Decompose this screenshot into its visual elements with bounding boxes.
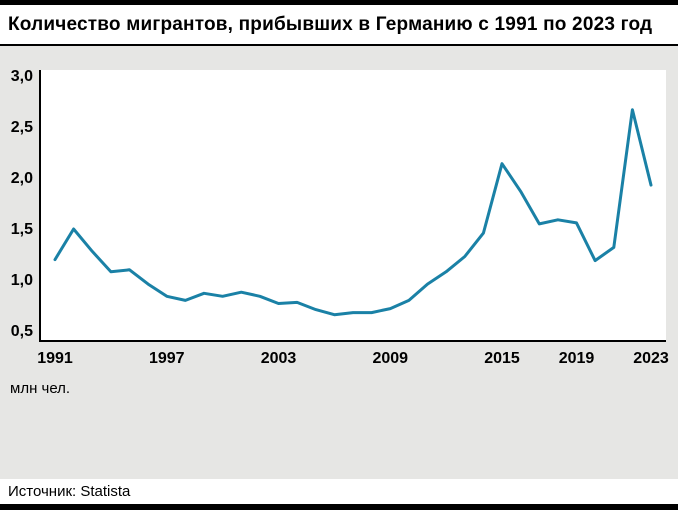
axis-lines bbox=[39, 70, 666, 342]
x-tick-label: 2009 bbox=[372, 350, 408, 367]
y-tick-label: 1,0 bbox=[11, 272, 33, 289]
top-black-bar bbox=[0, 0, 678, 5]
x-tick-label: 2015 bbox=[484, 350, 520, 367]
chart-title: Количество мигрантов, прибывших в Герман… bbox=[8, 13, 653, 35]
x-tick-label: 1991 bbox=[37, 350, 73, 367]
plot-background bbox=[40, 70, 666, 341]
y-axis-unit-label: млн чел. bbox=[10, 380, 70, 397]
x-tick-label: 1997 bbox=[149, 350, 185, 367]
y-tick-label: 1,5 bbox=[11, 221, 33, 238]
y-tick-label: 0,5 bbox=[11, 323, 33, 340]
x-tick-label: 2023 bbox=[633, 350, 669, 367]
bottom-black-bar bbox=[0, 504, 678, 510]
chart-area: 0,5 1,0 1,5 2,0 2,5 3,0 1991 1997 2003 2009 2015 20… bbox=[0, 46, 678, 479]
x-tick-label: 2003 bbox=[261, 350, 297, 367]
data-line bbox=[53, 108, 653, 317]
y-tick-label: 2,0 bbox=[11, 170, 33, 187]
y-tick-label: 3,0 bbox=[11, 68, 33, 85]
chart-footer: Источник: Statista bbox=[0, 479, 678, 504]
source-label: Источник: Statista bbox=[8, 483, 131, 500]
y-tick-label: 2,5 bbox=[11, 119, 33, 136]
line-chart: 0,5 1,0 1,5 2,0 2,5 3,0 1991 1997 2003 2009 2015 20… bbox=[10, 68, 669, 397]
chart-header: Количество мигрантов, прибывших в Герман… bbox=[0, 5, 678, 46]
x-tick-label: 2019 bbox=[559, 350, 595, 367]
